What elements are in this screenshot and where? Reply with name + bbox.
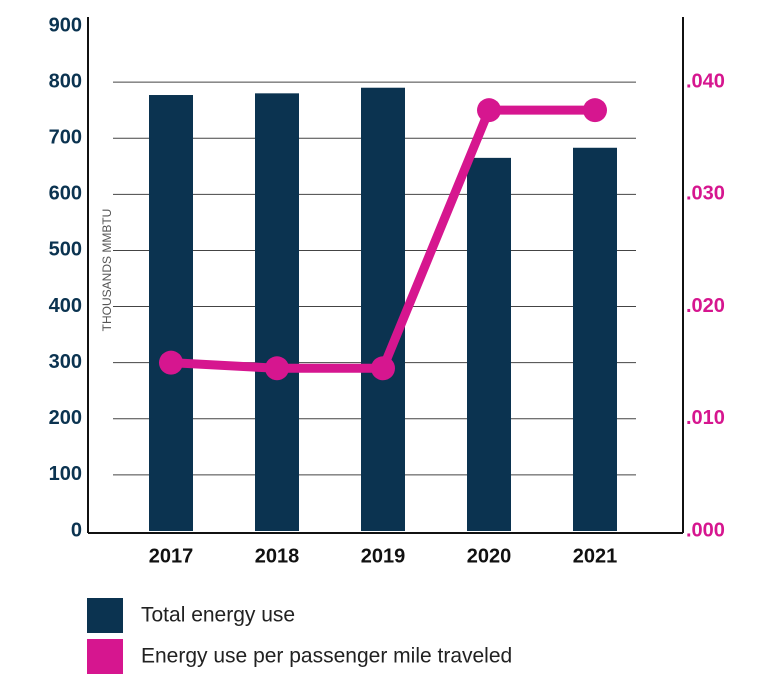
legend-swatch (87, 639, 123, 674)
bar (467, 157, 511, 531)
bar (573, 147, 617, 531)
y-tick-label: 600 (49, 183, 82, 205)
y2-tick-label: .020 (686, 295, 725, 317)
y-tick-label: 800 (49, 70, 82, 92)
y-tick-label: 300 (49, 351, 82, 373)
y2-tick-label: .010 (686, 407, 725, 429)
x-tick-label: 2020 (467, 545, 512, 567)
x-tick-label: 2017 (149, 545, 194, 567)
legend-label: Energy use per passenger mile traveled (141, 645, 512, 668)
line-point (159, 350, 183, 375)
x-tick-label: 2019 (361, 545, 406, 567)
y-tick-label: 200 (49, 407, 82, 429)
line-point (371, 356, 395, 381)
line-point (477, 98, 501, 123)
y-tick-label: 400 (49, 295, 82, 317)
x-tick-label: 2018 (255, 545, 300, 567)
y2-tick-label: .000 (686, 519, 725, 541)
y-tick-label: 700 (49, 127, 82, 149)
x-tick-label: 2021 (573, 545, 618, 567)
bar (255, 93, 299, 531)
line-point (265, 356, 289, 381)
legend-label: Total energy use (141, 604, 295, 627)
bar (361, 87, 405, 531)
y-tick-label: 900 (49, 14, 82, 36)
bar (149, 95, 193, 532)
legend-swatch (87, 598, 123, 633)
y-axis-label: THOUSANDS MMBTU (100, 209, 114, 332)
y-tick-label: 100 (49, 463, 82, 485)
y2-tick-label: .040 (686, 70, 725, 92)
y-tick-label: 500 (49, 239, 82, 261)
line-point (583, 98, 607, 123)
y-tick-label: 0 (71, 519, 82, 541)
y2-tick-label: .030 (686, 183, 725, 205)
